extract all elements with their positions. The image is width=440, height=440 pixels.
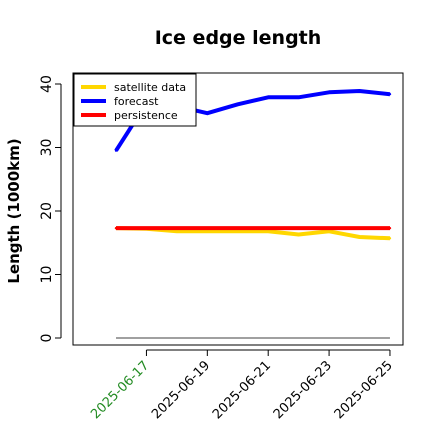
y-tick-label: 0 bbox=[39, 334, 55, 343]
plot-area-frame bbox=[72, 72, 404, 346]
legend-label-forecast: forecast bbox=[114, 95, 159, 108]
y-tick-label: 30 bbox=[39, 139, 55, 157]
data-point-forecast bbox=[297, 96, 300, 99]
x-tick-label: 2025-06-25 bbox=[332, 358, 396, 422]
data-point-satellite-data bbox=[327, 230, 331, 233]
legend-label-persistence: persistence bbox=[114, 109, 178, 122]
x-axis: 2025-06-172025-06-192025-06-212025-06-23… bbox=[88, 349, 396, 422]
data-point-persistence bbox=[358, 226, 361, 230]
data-point-satellite-data bbox=[267, 230, 270, 233]
data-point-forecast bbox=[358, 89, 361, 93]
data-point-persistence bbox=[236, 226, 239, 230]
y-tick-label: 40 bbox=[39, 75, 55, 93]
chart-title: Ice edge length bbox=[155, 27, 322, 49]
series-layer bbox=[114, 89, 392, 339]
data-point-satellite-data bbox=[236, 230, 239, 233]
y-axis: 0 10 20 30 40 bbox=[39, 75, 62, 343]
y-tick-label: 10 bbox=[39, 266, 55, 284]
x-tick-label: 2025-06-23 bbox=[271, 358, 335, 422]
data-point-persistence bbox=[327, 226, 331, 230]
data-point-persistence bbox=[175, 226, 179, 230]
x-tick-label: 2025-06-21 bbox=[210, 358, 274, 422]
data-point-persistence bbox=[145, 226, 148, 230]
data-point-persistence bbox=[206, 226, 209, 230]
data-point-persistence bbox=[297, 226, 300, 230]
y-tick-label: 20 bbox=[39, 202, 55, 220]
data-point-satellite-data bbox=[358, 235, 361, 239]
data-point-forecast bbox=[327, 91, 331, 94]
x-tick-label: 2025-06-19 bbox=[149, 358, 213, 422]
x-tick-label: 2025-06-17 bbox=[88, 358, 152, 422]
data-point-satellite-data bbox=[297, 233, 300, 236]
data-point-forecast bbox=[206, 112, 209, 115]
y-axis-title: Length (1000km) bbox=[5, 138, 23, 283]
data-point-persistence bbox=[114, 226, 118, 230]
legend-label-satellite-data: satellite data bbox=[114, 81, 186, 94]
data-point-persistence bbox=[267, 226, 270, 230]
data-point-forecast bbox=[114, 149, 118, 152]
data-point-persistence bbox=[388, 226, 392, 230]
data-point-satellite-data bbox=[175, 230, 179, 233]
data-point-forecast bbox=[267, 96, 270, 99]
data-point-satellite-data bbox=[388, 237, 392, 240]
data-point-forecast bbox=[236, 103, 239, 106]
data-point-forecast bbox=[388, 92, 392, 96]
data-point-satellite-data bbox=[206, 230, 209, 233]
